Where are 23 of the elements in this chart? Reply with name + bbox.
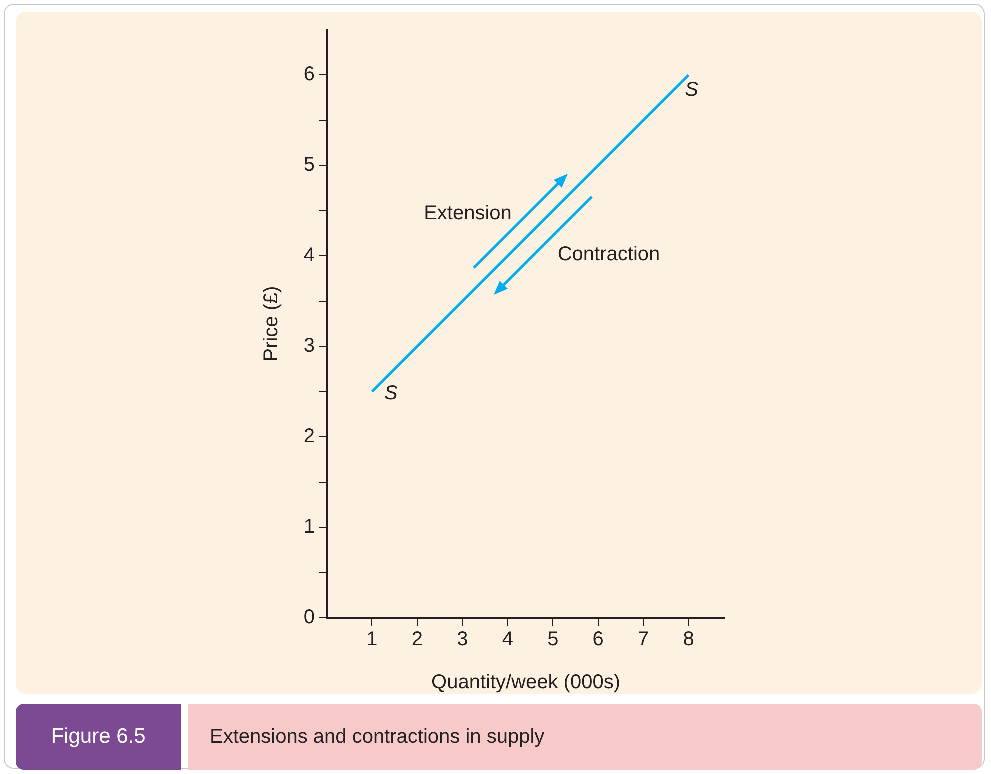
y-tick-label: 6 xyxy=(304,64,315,86)
annotation: Contraction xyxy=(558,244,660,266)
y-axis-title: Price (£) xyxy=(260,286,283,362)
x-tick-label: 8 xyxy=(683,628,694,651)
y-tick-label: 4 xyxy=(304,244,315,267)
x-tick-label: 7 xyxy=(638,628,650,651)
y-tick-label: 1 xyxy=(304,516,315,538)
y-tick-label: 5 xyxy=(304,154,315,176)
annotation: Extension xyxy=(424,202,512,225)
x-tick-label: 6 xyxy=(592,628,604,651)
x-tick-label: 5 xyxy=(548,628,559,651)
text: S xyxy=(384,382,398,404)
y-tick-label: 2 xyxy=(304,426,315,448)
y-tick-label: 3 xyxy=(304,335,315,358)
caption: Figure 6.5 xyxy=(16,704,181,770)
x-tick-label: 2 xyxy=(412,628,424,651)
x-tick-label: 3 xyxy=(457,628,468,651)
text: Extensions and contractions in supply xyxy=(188,704,982,770)
series-label: S xyxy=(685,78,700,101)
x-axis-title: Quantity/week (000s) xyxy=(432,672,620,694)
x-tick-label: 4 xyxy=(502,628,514,651)
y-tick-label: 0 xyxy=(304,606,315,629)
x-tick-label: 1 xyxy=(366,628,378,651)
